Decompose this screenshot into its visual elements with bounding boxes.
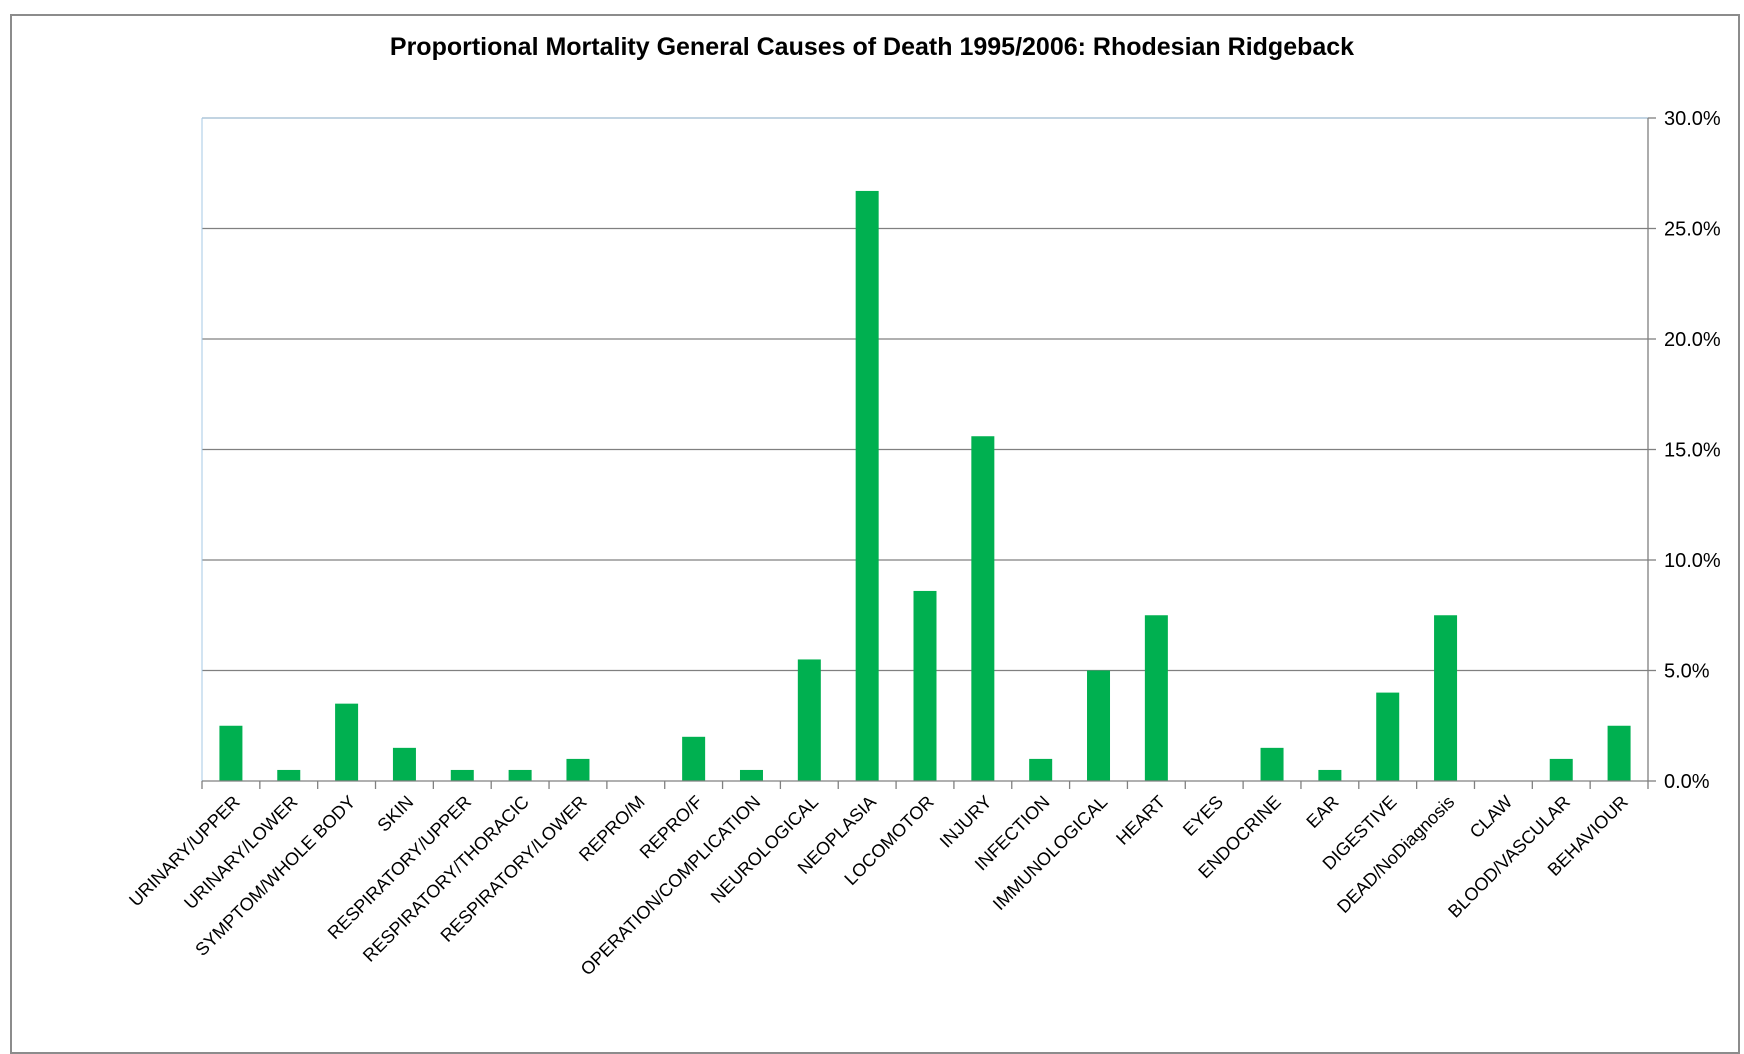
x-tick-labels: URINARY/UPPERURINARY/LOWERSYMPTOM/WHOLE …: [125, 792, 1632, 980]
x-tick-label: URINARY/UPPER: [125, 792, 244, 911]
bar: [277, 769, 301, 781]
x-tick-label: SKIN: [373, 792, 417, 836]
bar: [1434, 615, 1458, 781]
y-tick-label: 5.0%: [1664, 661, 1710, 683]
x-tick-label: INJURY: [936, 792, 996, 852]
x-tick-label: NEUROLOGICAL: [707, 792, 822, 907]
chart-title: Proportional Mortality General Causes of…: [389, 33, 1355, 61]
bar: [219, 725, 243, 781]
bar: [1549, 758, 1573, 781]
bar: [1607, 725, 1631, 781]
bar: [682, 736, 706, 781]
x-tick-label: IMMUNOLOGICAL: [989, 792, 1111, 914]
bar: [1087, 670, 1111, 781]
bar: [508, 769, 532, 781]
bar: [913, 590, 937, 781]
bar: [739, 769, 763, 781]
bar: [335, 703, 359, 781]
bars: [219, 190, 1631, 781]
y-tick-label: 10.0%: [1664, 550, 1721, 572]
x-tick-label: CLAW: [1466, 792, 1516, 842]
x-tick-label: HEART: [1112, 792, 1169, 849]
x-tick-label: EYES: [1179, 792, 1227, 840]
bar: [1260, 747, 1284, 781]
y-tick-label: 20.0%: [1664, 329, 1721, 351]
bar: [1144, 615, 1168, 781]
bar: [1318, 769, 1342, 781]
bar: [1029, 758, 1053, 781]
y-tick-label: 25.0%: [1664, 219, 1721, 241]
y-tick-label: 15.0%: [1664, 440, 1721, 462]
bar: [855, 190, 879, 781]
bar: [566, 758, 590, 781]
bar: [797, 659, 821, 781]
bar: [450, 769, 474, 781]
y-tick-labels: 0.0% 5.0% 10.0% 15.0% 20.0% 25.0% 30.0%: [1664, 108, 1721, 793]
axes: [201, 117, 1656, 789]
x-tick-label: EAR: [1302, 792, 1342, 832]
gridlines: [202, 117, 1648, 672]
bar: [392, 747, 416, 781]
bar: [1376, 692, 1400, 781]
y-tick-label: 0.0%: [1664, 771, 1710, 793]
bar: [971, 436, 995, 781]
y-tick-label: 30.0%: [1664, 108, 1721, 130]
